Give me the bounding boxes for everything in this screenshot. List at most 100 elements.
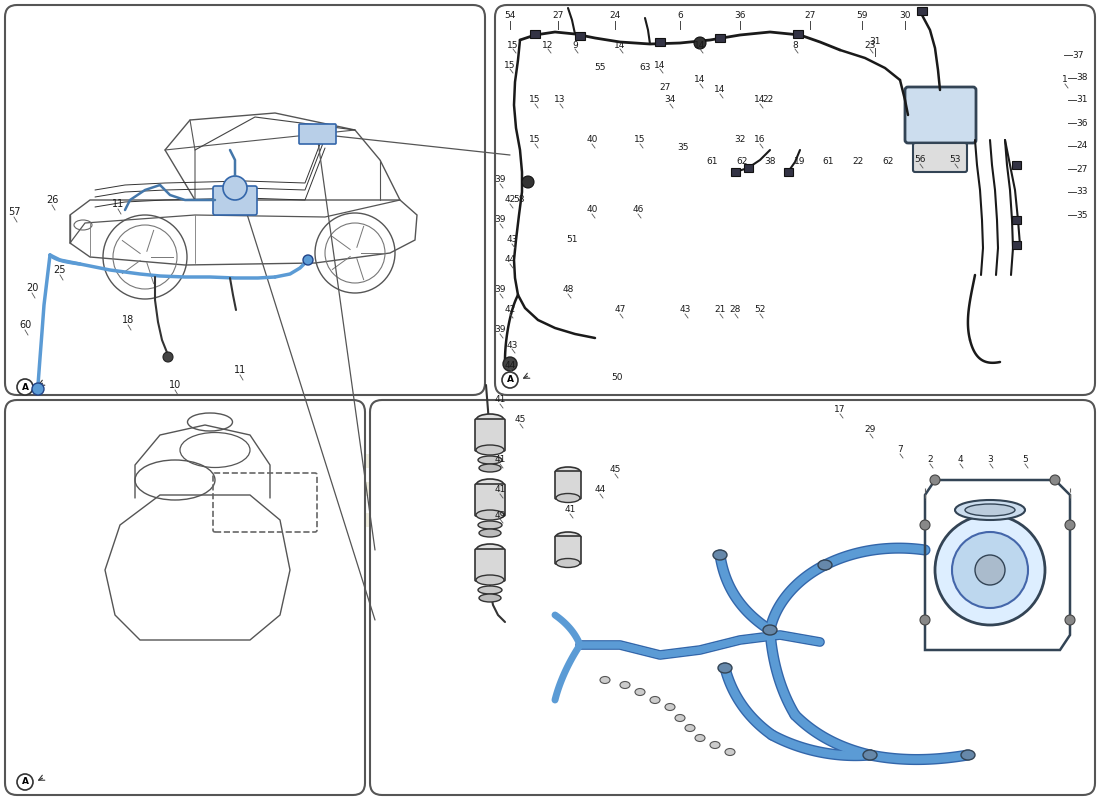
Text: 31: 31 <box>869 38 881 46</box>
Text: 14: 14 <box>614 41 626 50</box>
Ellipse shape <box>476 445 504 455</box>
Text: 14: 14 <box>694 75 706 85</box>
Bar <box>1012 161 1021 169</box>
Circle shape <box>975 555 1005 585</box>
Text: 23: 23 <box>865 41 876 50</box>
Text: 4: 4 <box>957 455 962 465</box>
Circle shape <box>1050 475 1060 485</box>
Text: 45: 45 <box>609 466 620 474</box>
Text: 44: 44 <box>505 255 516 265</box>
Text: 49: 49 <box>494 510 506 519</box>
Text: 54: 54 <box>504 10 516 19</box>
Text: 14: 14 <box>714 86 726 94</box>
FancyBboxPatch shape <box>556 536 581 564</box>
Ellipse shape <box>650 697 660 703</box>
Text: 55: 55 <box>594 63 606 73</box>
Circle shape <box>163 352 173 362</box>
Bar <box>784 168 793 176</box>
Text: 8: 8 <box>792 41 798 50</box>
Text: 39: 39 <box>494 286 506 294</box>
Text: 15: 15 <box>529 95 541 105</box>
Text: EUROSPARES: EUROSPARES <box>329 451 1071 549</box>
Text: A: A <box>22 778 29 786</box>
Text: 46: 46 <box>632 206 644 214</box>
Text: 7: 7 <box>898 446 903 454</box>
Ellipse shape <box>961 750 975 760</box>
FancyBboxPatch shape <box>299 124 336 144</box>
Text: 30: 30 <box>900 10 911 19</box>
Text: 56: 56 <box>914 155 926 165</box>
Ellipse shape <box>725 749 735 755</box>
Text: 44: 44 <box>505 361 516 370</box>
Bar <box>1012 241 1021 249</box>
Ellipse shape <box>600 677 610 683</box>
Text: 44: 44 <box>594 486 606 494</box>
Text: 26: 26 <box>46 195 58 205</box>
Text: 17: 17 <box>834 406 846 414</box>
Circle shape <box>694 37 706 49</box>
Text: 34: 34 <box>664 95 675 105</box>
Text: 11: 11 <box>234 365 246 375</box>
Circle shape <box>920 615 929 625</box>
Text: 22: 22 <box>762 95 773 105</box>
Text: 43: 43 <box>506 235 518 245</box>
Circle shape <box>952 532 1028 608</box>
Ellipse shape <box>818 560 832 570</box>
Text: 5: 5 <box>1022 455 1027 465</box>
FancyBboxPatch shape <box>475 484 505 516</box>
Text: 32: 32 <box>735 135 746 145</box>
Ellipse shape <box>635 689 645 695</box>
Text: 3: 3 <box>987 455 993 465</box>
FancyBboxPatch shape <box>905 87 976 143</box>
Text: 61: 61 <box>706 158 717 166</box>
Ellipse shape <box>620 682 630 689</box>
Ellipse shape <box>556 532 581 542</box>
Text: 11: 11 <box>112 199 124 209</box>
Text: A: A <box>506 375 514 385</box>
Bar <box>530 30 540 38</box>
Ellipse shape <box>713 550 727 560</box>
Ellipse shape <box>478 521 502 529</box>
Text: 15: 15 <box>507 41 519 50</box>
Text: 63: 63 <box>639 63 651 73</box>
Text: 36: 36 <box>1076 118 1088 127</box>
Bar <box>744 164 754 172</box>
Text: 27: 27 <box>804 10 816 19</box>
Text: 27: 27 <box>659 82 671 91</box>
Text: 14: 14 <box>694 41 706 50</box>
Text: 10: 10 <box>169 380 182 390</box>
Circle shape <box>920 520 929 530</box>
Text: a passion for parts since 1989: a passion for parts since 1989 <box>491 546 910 574</box>
Text: 22: 22 <box>852 158 864 166</box>
Circle shape <box>502 372 518 388</box>
Text: 29: 29 <box>865 426 876 434</box>
Text: 40: 40 <box>586 206 597 214</box>
Bar <box>575 32 585 40</box>
Ellipse shape <box>476 544 504 556</box>
FancyBboxPatch shape <box>6 400 365 795</box>
Ellipse shape <box>478 464 500 472</box>
Ellipse shape <box>478 586 502 594</box>
Text: 1: 1 <box>1063 75 1068 85</box>
Text: 2: 2 <box>927 455 933 465</box>
FancyBboxPatch shape <box>6 5 485 395</box>
Text: 27: 27 <box>552 10 563 19</box>
FancyBboxPatch shape <box>213 186 257 215</box>
Bar <box>793 30 803 38</box>
Ellipse shape <box>556 467 581 477</box>
Text: 58: 58 <box>514 195 525 205</box>
Text: 37: 37 <box>1072 50 1084 59</box>
Text: 31: 31 <box>1076 95 1088 105</box>
Ellipse shape <box>710 742 720 749</box>
Circle shape <box>935 515 1045 625</box>
Ellipse shape <box>675 714 685 722</box>
Ellipse shape <box>685 725 695 731</box>
Ellipse shape <box>478 594 500 602</box>
Text: 59: 59 <box>856 10 868 19</box>
Text: 39: 39 <box>494 175 506 185</box>
Ellipse shape <box>718 663 732 673</box>
Circle shape <box>522 176 534 188</box>
Text: 60: 60 <box>19 320 31 330</box>
Text: 16: 16 <box>755 135 766 145</box>
Text: 14: 14 <box>755 95 766 105</box>
